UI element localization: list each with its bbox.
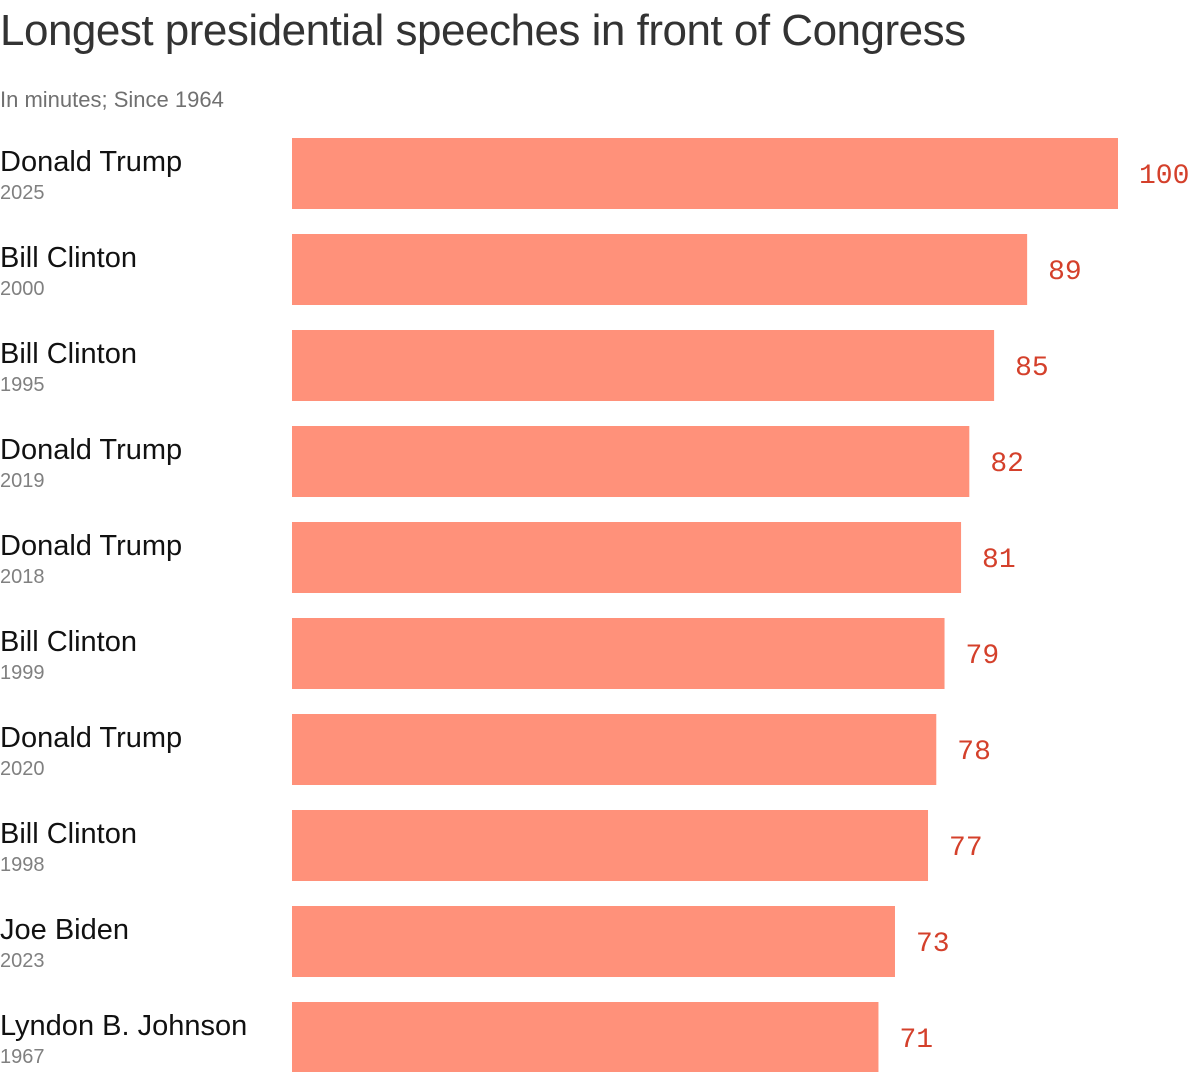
- row-year-label: 2023: [0, 950, 45, 972]
- row-name-label: Donald Trump: [0, 722, 182, 754]
- row-name-label: Lyndon B. Johnson: [0, 1010, 247, 1042]
- bar-row: Donald Trump 2025 100: [0, 138, 1189, 209]
- bar: [292, 426, 970, 497]
- chart-subtitle: In minutes; Since 1964: [0, 87, 224, 112]
- row-year-label: 2020: [0, 758, 45, 780]
- bar-value-label: 79: [966, 641, 1000, 672]
- row-year-label: 2019: [0, 470, 45, 492]
- row-name-label: Bill Clinton: [0, 818, 137, 850]
- chart-title: Longest presidential speeches in front o…: [0, 6, 966, 55]
- bar-row: Bill Clinton 2000 89: [0, 234, 1082, 305]
- bar-row: Donald Trump 2018 81: [0, 522, 1016, 593]
- bar-value-label: 81: [982, 545, 1016, 576]
- bar-value-label: 77: [949, 833, 983, 864]
- bar: [292, 714, 937, 785]
- bar-value-label: 82: [990, 449, 1024, 480]
- row-name-label: Donald Trump: [0, 146, 182, 178]
- row-year-label: 2018: [0, 566, 45, 588]
- bar: [292, 522, 962, 593]
- bar: [292, 138, 1118, 209]
- row-name-label: Bill Clinton: [0, 338, 137, 370]
- row-year-label: 1967: [0, 1046, 45, 1068]
- bar: [292, 1002, 879, 1072]
- row-name-label: Bill Clinton: [0, 626, 137, 658]
- bar-row: Bill Clinton 1998 77: [0, 810, 983, 881]
- bar-row: Donald Trump 2020 78: [0, 714, 991, 785]
- row-name-label: Donald Trump: [0, 530, 182, 562]
- bar: [292, 810, 929, 881]
- bar: [292, 906, 895, 977]
- row-year-label: 1998: [0, 854, 45, 876]
- bar-value-label: 100: [1139, 161, 1189, 192]
- bar-row: Bill Clinton 1995 85: [0, 330, 1049, 401]
- bar-value-label: 89: [1048, 257, 1082, 288]
- bar: [292, 330, 995, 401]
- bar-row: Joe Biden 2023 73: [0, 906, 950, 977]
- bar-value-label: 85: [1015, 353, 1049, 384]
- bar: [292, 234, 1028, 305]
- bar-value-label: 73: [916, 929, 950, 960]
- row-year-label: 1999: [0, 662, 45, 684]
- bar: [292, 618, 945, 689]
- row-year-label: 1995: [0, 374, 45, 396]
- row-name-label: Bill Clinton: [0, 242, 137, 274]
- bar-row: Lyndon B. Johnson 1967 71: [0, 1002, 933, 1072]
- row-year-label: 2025: [0, 182, 45, 204]
- row-year-label: 2000: [0, 278, 45, 300]
- row-name-label: Joe Biden: [0, 914, 129, 946]
- bar-value-label: 78: [957, 737, 991, 768]
- row-name-label: Donald Trump: [0, 434, 182, 466]
- bar-value-label: 71: [899, 1025, 933, 1056]
- bar-row: Donald Trump 2019 82: [0, 426, 1024, 497]
- bar-row: Bill Clinton 1999 79: [0, 618, 999, 689]
